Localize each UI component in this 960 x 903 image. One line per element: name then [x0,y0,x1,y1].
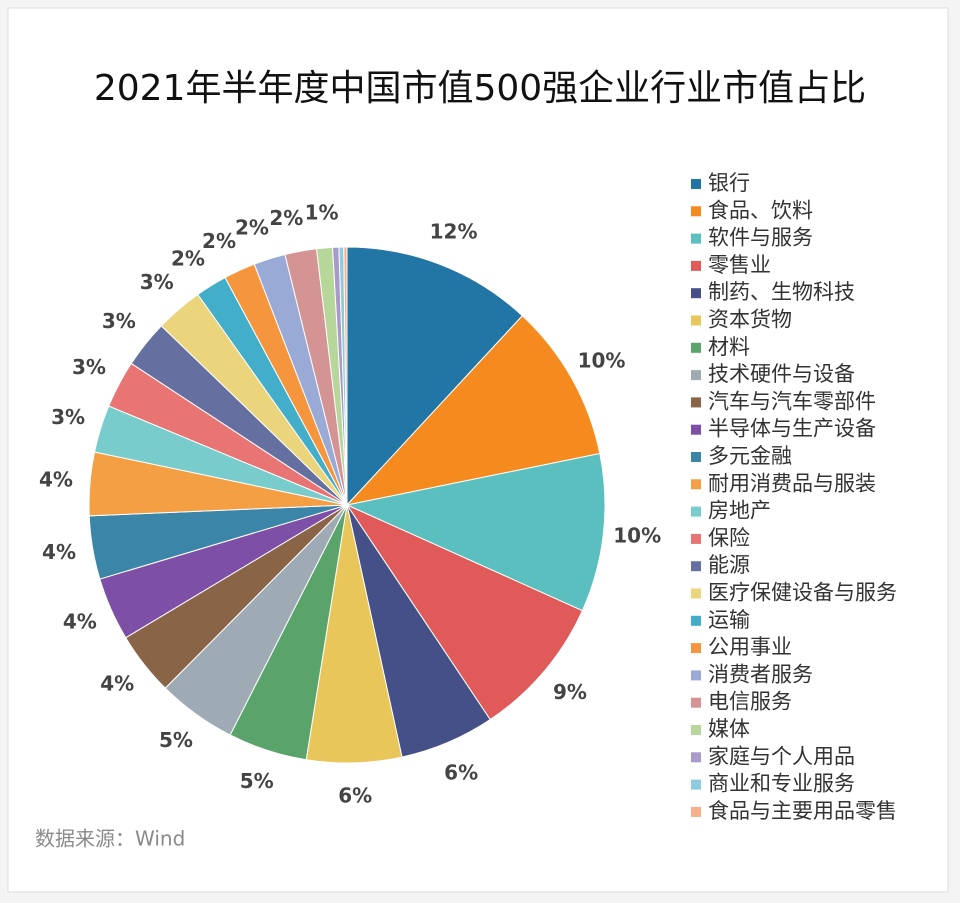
value-label: 2% [202,229,236,253]
value-label: 3% [102,309,136,333]
value-label: 10% [578,348,626,372]
value-label: 4% [42,540,76,564]
source-note: 数据来源：Wind [35,827,185,851]
legend-label: 食品、饮料 [708,198,813,222]
legend-label: 零售业 [708,253,771,277]
value-label: 2% [171,247,205,271]
legend-swatch [691,370,701,381]
legend-swatch [691,533,701,544]
legend-swatch [691,506,701,517]
value-label: 4% [39,467,73,491]
value-label: 12% [430,220,478,244]
value-label: 9% [553,680,587,704]
legend-swatch [691,397,701,408]
legend-label: 耐用消费品与服装 [708,471,876,495]
legend-swatch [691,260,701,271]
legend-label: 技术硬件与设备 [708,362,855,386]
legend-swatch [691,452,701,462]
legend-swatch [691,288,701,299]
pie-slice [345,452,606,612]
legend-swatch [691,561,701,572]
legend-swatch [691,588,701,599]
value-label: 2% [269,206,303,230]
legend-swatch [691,424,701,435]
legend-label: 公用事业 [708,635,792,659]
legend-swatch [691,779,701,790]
legend-label: 汽车与汽车零部件 [708,389,876,413]
value-label: 6% [338,783,372,807]
chart-title: 2021年半年度中国市值500强企业行业市值占比 [94,68,866,109]
pie-slice [345,315,601,506]
legend-label: 能源 [708,553,750,577]
value-label: 10% [613,524,661,548]
legend-label: 多元金融 [708,444,792,468]
value-label: 1% [305,201,339,225]
value-label: 5% [159,728,193,752]
value-label: 2% [235,215,269,239]
legend-label: 消费者服务 [708,662,813,686]
legend-label: 商业和专业服务 [708,772,855,796]
value-label: 4% [63,609,97,633]
legend-label: 保险 [708,526,750,550]
pie: 12%10%10%9%6%6%5%5%4%4%4%4%3%3%3%3%2%2%2… [39,201,661,808]
legend-swatch [691,697,701,708]
pie-slice [346,246,524,507]
value-label: 5% [240,769,274,793]
legend-label: 医疗保健设备与服务 [708,581,897,605]
legend-swatch [691,179,701,189]
legend-swatch [691,752,701,763]
legend-label: 电信服务 [708,690,792,714]
legend-swatch [691,615,701,626]
legend-swatch [691,670,701,681]
legend-label: 制药、生物科技 [708,280,855,304]
legend-swatch [691,725,701,735]
legend-label: 媒体 [708,717,750,741]
value-label: 3% [140,270,174,294]
legend-swatch [691,479,701,490]
pie-slice [343,246,348,506]
legend-label: 软件与服务 [708,226,813,250]
legend-swatch [691,233,701,244]
legend-swatch [691,315,701,326]
legend-label: 运输 [708,608,750,632]
legend: 银行食品、饮料软件与服务零售业制药、生物科技资本货物材料技术硬件与设备汽车与汽车… [691,171,897,823]
legend-label: 银行 [708,171,750,195]
legend-swatch [691,643,701,654]
legend-swatch [691,206,701,217]
value-label: 6% [444,760,478,784]
pie-slice [345,503,584,721]
legend-label: 资本货物 [708,308,792,332]
legend-swatch [691,342,701,353]
legend-label: 家庭与个人用品 [708,744,855,768]
legend-label: 材料 [708,335,750,359]
legend-swatch [691,806,701,817]
legend-label: 房地产 [708,499,771,523]
legend-label: 半导体与生产设备 [708,417,876,441]
value-label: 3% [51,405,85,429]
legend-label: 食品与主要用品零售 [708,799,897,823]
value-label: 4% [100,672,134,696]
value-label: 3% [72,355,106,379]
